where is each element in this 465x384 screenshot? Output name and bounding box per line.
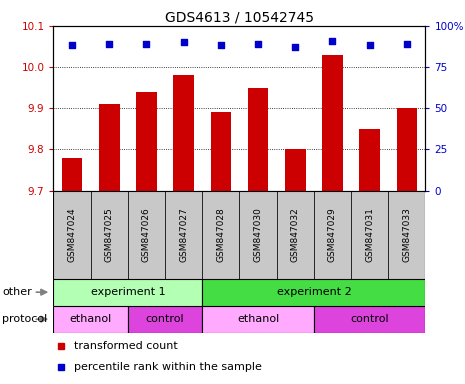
- Title: GDS4613 / 10542745: GDS4613 / 10542745: [165, 10, 314, 25]
- Text: GSM847032: GSM847032: [291, 207, 300, 262]
- Bar: [211, 112, 231, 191]
- Text: percentile rank within the sample: percentile rank within the sample: [74, 362, 262, 372]
- Text: GSM847027: GSM847027: [179, 207, 188, 262]
- Point: [292, 44, 299, 50]
- Point: [403, 41, 411, 47]
- Point: [68, 42, 76, 48]
- Bar: [99, 104, 120, 191]
- FancyBboxPatch shape: [91, 191, 128, 279]
- Point: [366, 42, 373, 48]
- Text: GSM847026: GSM847026: [142, 207, 151, 262]
- Point: [106, 41, 113, 47]
- FancyBboxPatch shape: [202, 279, 425, 306]
- FancyBboxPatch shape: [314, 191, 351, 279]
- Text: transformed count: transformed count: [74, 341, 178, 351]
- Text: control: control: [146, 314, 185, 324]
- Bar: [359, 129, 380, 191]
- Text: protocol: protocol: [2, 314, 47, 324]
- FancyBboxPatch shape: [165, 191, 202, 279]
- Bar: [136, 92, 157, 191]
- FancyBboxPatch shape: [314, 306, 425, 333]
- Point: [329, 38, 336, 44]
- Bar: [397, 108, 417, 191]
- Bar: [62, 158, 82, 191]
- FancyBboxPatch shape: [351, 191, 388, 279]
- FancyBboxPatch shape: [202, 306, 314, 333]
- Bar: [173, 75, 194, 191]
- FancyBboxPatch shape: [277, 191, 314, 279]
- FancyBboxPatch shape: [53, 306, 128, 333]
- FancyBboxPatch shape: [202, 191, 239, 279]
- Text: GSM847031: GSM847031: [365, 207, 374, 262]
- Bar: [285, 149, 306, 191]
- Text: experiment 2: experiment 2: [277, 287, 351, 297]
- Point: [143, 41, 150, 47]
- Text: GSM847025: GSM847025: [105, 207, 114, 262]
- FancyBboxPatch shape: [53, 279, 202, 306]
- Point: [180, 39, 187, 45]
- Text: GSM847028: GSM847028: [216, 207, 226, 262]
- FancyBboxPatch shape: [388, 191, 425, 279]
- Bar: [322, 55, 343, 191]
- Text: GSM847033: GSM847033: [402, 207, 412, 262]
- Text: GSM847029: GSM847029: [328, 207, 337, 262]
- Point: [217, 42, 225, 48]
- Text: other: other: [2, 287, 32, 297]
- Bar: [248, 88, 268, 191]
- Text: ethanol: ethanol: [237, 314, 279, 324]
- Text: ethanol: ethanol: [70, 314, 112, 324]
- Text: experiment 1: experiment 1: [91, 287, 165, 297]
- FancyBboxPatch shape: [128, 191, 165, 279]
- Point: [254, 41, 262, 47]
- Text: control: control: [350, 314, 389, 324]
- Text: GSM847024: GSM847024: [67, 207, 77, 262]
- Text: GSM847030: GSM847030: [253, 207, 263, 262]
- FancyBboxPatch shape: [239, 191, 277, 279]
- FancyBboxPatch shape: [53, 191, 91, 279]
- FancyBboxPatch shape: [128, 306, 202, 333]
